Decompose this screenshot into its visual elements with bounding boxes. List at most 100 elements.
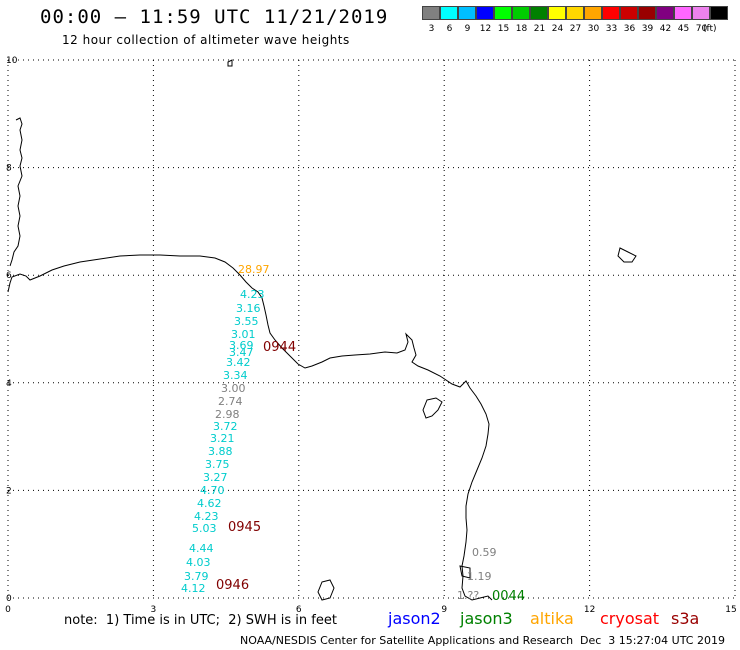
wave-height-label: 28.97 [238,263,270,276]
wave-height-label: 3.75 [205,458,230,471]
color-scale-unit: (ft) [703,24,717,34]
color-scale-label: 21 [533,24,546,34]
color-swatch [440,6,458,20]
wave-height-label: 3.47 [229,346,254,359]
color-swatch [422,6,440,20]
wave-height-label: 4.23 [240,288,265,301]
color-scale-label: 3 [428,24,435,34]
map-title: 00:00 – 11:59 UTC 11/21/2019 [40,6,389,28]
pass-time-label: 0944 [263,340,296,355]
wave-height-label: 4.44 [189,542,214,555]
color-swatch [692,6,710,20]
y-tick-label: 8 [6,164,12,174]
wave-height-label: 3.72 [213,420,238,433]
color-scale-label: 36 [623,24,636,34]
wave-height-label: 3.55 [234,315,259,328]
coastline [7,59,637,601]
color-swatch [494,6,512,20]
wave-height-label: 4.03 [186,556,211,569]
color-scale-label: 12 [479,24,492,34]
satellite-legend-altika: altika [530,609,574,628]
x-tick-label: 0 [5,605,11,615]
wave-height-label: 3.69 [229,339,254,352]
gulf-coastline [7,254,493,601]
satellite-legend-cryosat: cryosat [600,609,660,628]
wave-height-label: 3.01 [231,328,256,341]
x-tick-label: 6 [296,605,302,615]
wave-height-label: 3.42 [226,356,251,369]
wave-height-label: 4.23 [194,510,219,523]
coast-northwest [9,117,23,267]
color-scale-label: 6 [446,24,453,34]
color-swatch [638,6,656,20]
color-swatch [584,6,602,20]
color-scale-label: 45 [677,24,690,34]
color-scale-label: 24 [551,24,564,34]
island-east-bay [422,397,443,419]
wave-height-label: 4.62 [197,497,222,510]
color-scale-label: 39 [641,24,654,34]
wave-height-label: 3.16 [236,302,261,315]
color-scale-label: 70 [695,24,708,34]
color-swatch [512,6,530,20]
color-swatch [476,6,494,20]
color-scale-label: 18 [515,24,528,34]
wave-height-label: 2.98 [215,408,240,421]
color-swatch [530,6,548,20]
wave-height-label: 2.74 [218,395,243,408]
footer-note: note: 1) Time is in UTC; 2) SWH is in fe… [64,613,337,628]
x-tick-label: 9 [441,605,447,615]
wave-height-label: 5.03 [192,522,217,535]
pass-time-label: 0044 [492,589,525,604]
color-scale-label: 27 [569,24,582,34]
color-scale-label: 30 [587,24,600,34]
color-scale-label: 9 [464,24,471,34]
y-tick-label: 4 [6,379,12,389]
y-tick-label: 2 [6,486,12,496]
wave-height-label: 3.79 [184,570,209,583]
axis-tick-labels: 0 3 6 9 12 15 0 2 4 6 8 10 [5,56,737,615]
color-scale-label: 33 [605,24,618,34]
credit-text: NOAA/NESDIS Center for Satellite Applica… [240,634,574,647]
satellite-legend-jason3: jason3 [460,609,513,628]
pass-time-label: 0945 [228,520,261,535]
wave-height-label: 3.00 [221,382,246,395]
color-swatch [656,6,674,20]
wave-height-label: 3.21 [210,432,235,445]
pass-time-labels: 0944 0945 0946 0044 [216,340,525,604]
color-swatch [602,6,620,20]
x-tick-label: 15 [725,605,736,615]
wave-height-label: 0.59 [472,546,497,559]
color-swatch [710,6,728,20]
y-tick-label: 0 [6,594,12,604]
color-scale-label: 42 [659,24,672,34]
wave-height-label: 3.27 [203,471,228,484]
map-subtitle: 12 hour collection of altimeter wave hei… [62,33,350,47]
islet-southern-tip [459,565,471,579]
wave-height-label: 4.70 [200,484,225,497]
island-south [317,579,335,601]
color-swatch [566,6,584,20]
y-tick-label: 10 [6,56,18,66]
wave-height-label: 1.19 [467,570,492,583]
wave-height-label: 3.34 [223,369,248,382]
y-tick-label: 6 [6,271,12,281]
wave-height-label: 3.88 [208,445,233,458]
island-east [617,247,637,263]
x-tick-label: 3 [151,605,157,615]
pass-time-label: 0946 [216,578,249,593]
wave-height-label: 1.?? [457,589,479,602]
satellite-legend-jason2: jason2 [388,609,441,628]
color-swatch [548,6,566,20]
islet-top [227,59,233,67]
x-tick-label: 12 [584,605,595,615]
map-grid [7,59,736,599]
color-swatch [620,6,638,20]
wave-height-label: 4.12 [181,582,206,595]
credit-timestamp: Dec 3 15:27:04 UTC 2019 [580,634,725,647]
color-swatch [674,6,692,20]
color-swatch [458,6,476,20]
color-scale-label: 15 [497,24,510,34]
satellite-legend-s3a: s3a [671,609,700,628]
